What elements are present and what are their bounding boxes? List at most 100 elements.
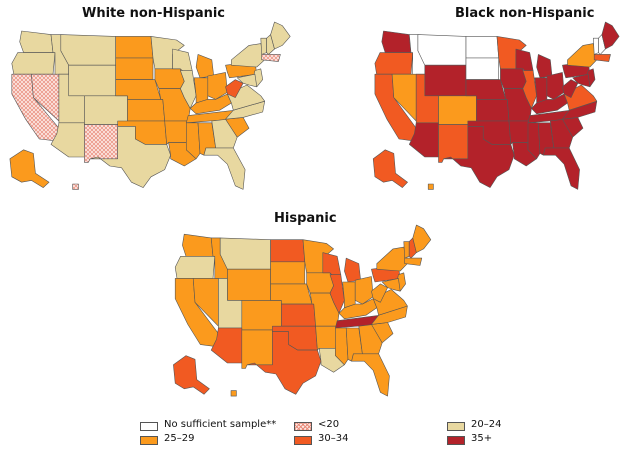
state-ny xyxy=(376,246,408,272)
state-ma xyxy=(593,54,611,62)
state-nd xyxy=(270,239,306,263)
legend-swatch-30-34 xyxy=(294,436,312,445)
state-nm xyxy=(241,329,273,369)
state-nh xyxy=(408,237,417,259)
state-oh xyxy=(354,276,374,305)
state-me xyxy=(601,21,620,50)
state-az xyxy=(408,122,439,158)
state-co xyxy=(241,300,282,331)
state-or xyxy=(374,52,414,75)
state-nd xyxy=(115,36,154,59)
legend-label-35-plus: 35+ xyxy=(471,433,493,444)
state-ma xyxy=(261,54,281,62)
state-mt xyxy=(60,34,116,66)
legend-label-20-24: 20–24 xyxy=(471,419,502,430)
state-il xyxy=(180,70,197,109)
state-vt xyxy=(403,241,410,259)
state-or xyxy=(174,255,216,279)
state-md xyxy=(381,278,401,292)
state-wa xyxy=(19,30,54,53)
state-oh xyxy=(546,72,565,100)
state-wy xyxy=(68,64,116,97)
state-nm xyxy=(84,124,118,163)
state-tx xyxy=(443,126,515,188)
state-ks xyxy=(476,99,510,122)
state-hi xyxy=(427,183,434,190)
state-co xyxy=(438,95,477,125)
state-sd xyxy=(270,261,306,285)
map-title-hispanic: Hispanic xyxy=(274,211,337,226)
state-ks xyxy=(281,303,316,327)
legend-swatch-lt20 xyxy=(294,422,312,431)
state-ny xyxy=(231,43,266,68)
state-sd xyxy=(465,57,499,80)
map-black-non-hispanic xyxy=(372,21,620,190)
state-md xyxy=(236,73,258,88)
state-ar xyxy=(508,120,530,145)
state-me xyxy=(270,21,291,50)
legend-label-lt20: <20 xyxy=(318,419,340,430)
state-az xyxy=(210,327,243,364)
state-ia xyxy=(154,68,185,89)
state-mt xyxy=(417,34,467,66)
state-hi xyxy=(230,390,237,397)
state-wv xyxy=(371,283,388,303)
state-mt xyxy=(219,237,271,270)
state-nh xyxy=(266,34,275,55)
legend-swatch-25-29 xyxy=(140,436,158,445)
state-wy xyxy=(227,268,271,301)
state-il xyxy=(522,70,537,109)
state-mi xyxy=(344,257,361,283)
legend-label-no-sample: No sufficient sample** xyxy=(164,419,277,430)
state-ny xyxy=(567,43,598,68)
map-title-white: White non-Hispanic xyxy=(82,6,226,21)
state-nv xyxy=(391,73,417,122)
state-oh xyxy=(207,72,228,100)
state-me xyxy=(412,224,432,253)
state-vt xyxy=(260,37,267,55)
state-ma xyxy=(404,257,423,266)
state-ak xyxy=(372,149,408,188)
state-in xyxy=(193,77,209,104)
map-title-black: Black non-Hispanic xyxy=(455,6,595,21)
state-wv xyxy=(225,79,244,98)
state-fl xyxy=(351,353,390,397)
state-or xyxy=(11,52,56,75)
state-ar xyxy=(315,325,338,351)
state-in xyxy=(534,77,548,104)
state-vt xyxy=(593,37,599,55)
state-il xyxy=(329,274,345,314)
map-hispanic xyxy=(173,224,432,397)
map-white-non-hispanic xyxy=(9,21,291,190)
state-nv xyxy=(31,73,60,122)
state-co xyxy=(84,95,128,125)
state-ak xyxy=(173,355,210,395)
state-nh xyxy=(598,34,606,55)
state-fl xyxy=(203,147,246,190)
state-in xyxy=(342,281,356,309)
state-wv xyxy=(562,79,579,98)
state-mi xyxy=(536,54,553,79)
state-ar xyxy=(164,120,189,145)
legend-label-30-34: 30–34 xyxy=(318,433,349,444)
state-az xyxy=(50,122,85,158)
state-wa xyxy=(381,30,412,53)
state-tx xyxy=(246,331,322,395)
legend-swatch-no-sample xyxy=(140,422,158,431)
state-ia xyxy=(306,272,334,294)
state-fl xyxy=(543,147,580,190)
state-hi xyxy=(72,183,79,190)
state-nv xyxy=(192,278,219,327)
state-ia xyxy=(500,68,527,89)
legend-swatch-20-24 xyxy=(447,422,465,431)
state-mi xyxy=(195,54,214,79)
state-wa xyxy=(182,233,214,257)
state-md xyxy=(572,73,591,88)
legend-swatch-35-plus xyxy=(447,436,465,445)
state-sd xyxy=(115,57,154,80)
state-nm xyxy=(438,124,469,163)
legend-label-25-29: 25–29 xyxy=(164,433,195,444)
state-ks xyxy=(127,99,165,122)
state-tx xyxy=(89,126,171,188)
state-nd xyxy=(465,36,499,59)
